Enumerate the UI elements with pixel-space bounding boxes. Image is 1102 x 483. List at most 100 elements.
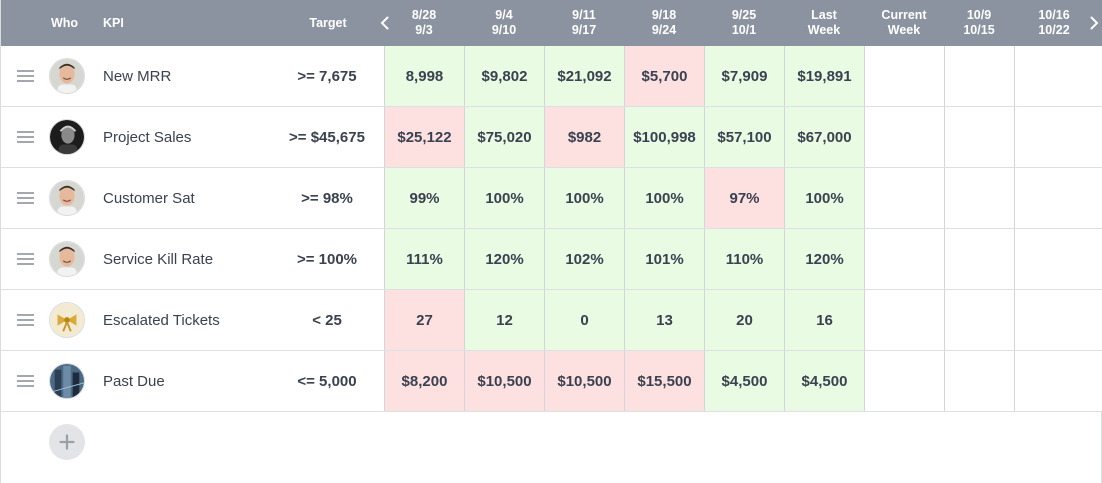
drag-handle-icon	[16, 314, 34, 326]
add-kpi-button[interactable]	[49, 424, 85, 460]
kpi-target[interactable]: <= 5,000	[297, 372, 357, 390]
week-value-cell[interactable]: 16	[784, 290, 864, 350]
drag-handle[interactable]	[15, 46, 35, 106]
header-week-5: 9/25 10/1	[731, 8, 757, 37]
week-value-cell[interactable]: $7,909	[704, 46, 784, 106]
kpi-target[interactable]: >= 98%	[301, 189, 353, 207]
week-value-cell[interactable]	[864, 107, 944, 167]
kpi-target[interactable]: >= 7,675	[297, 67, 357, 85]
week-value-cell[interactable]	[944, 107, 1014, 167]
week-value-cell[interactable]: $10,500	[544, 351, 624, 411]
week-value-cell[interactable]	[1014, 107, 1102, 167]
week-value-cell[interactable]: 0	[544, 290, 624, 350]
avatar[interactable]	[49, 302, 85, 338]
header-target: Target	[309, 15, 347, 30]
week-value-cell[interactable]	[1014, 229, 1102, 289]
drag-handle-icon	[16, 70, 34, 82]
week-value-cell[interactable]: $10,500	[464, 351, 544, 411]
drag-handle[interactable]	[15, 107, 35, 167]
prev-weeks-button[interactable]	[375, 0, 393, 46]
week-value-cell[interactable]: 101%	[624, 229, 704, 289]
week-value-cell[interactable]: $4,500	[784, 351, 864, 411]
week-value-cell[interactable]	[1014, 290, 1102, 350]
week-value-cell[interactable]: 97%	[704, 168, 784, 228]
week-value-cell[interactable]	[864, 168, 944, 228]
kpi-target[interactable]: < 25	[312, 311, 342, 329]
header-current-week: Current Week	[881, 8, 927, 37]
week-value-cell[interactable]	[1014, 351, 1102, 411]
week-value-cell[interactable]: $67,000	[784, 107, 864, 167]
kpi-name[interactable]: New MRR	[103, 67, 172, 85]
week-value-cell[interactable]: 13	[624, 290, 704, 350]
header-week-4: 9/18 9/24	[651, 8, 677, 37]
avatar[interactable]	[49, 58, 85, 94]
kpi-row: Customer Sat >= 98% 99% 100% 100% 100% 97% 100%	[1, 168, 1102, 229]
week-value-cell[interactable]	[944, 290, 1014, 350]
week-value-cell[interactable]: 120%	[464, 229, 544, 289]
header-week-2: 9/4 9/10	[491, 8, 517, 37]
week-value-cell[interactable]: 100%	[784, 168, 864, 228]
next-weeks-button[interactable]	[1085, 0, 1102, 46]
week-value-cell[interactable]	[864, 229, 944, 289]
drag-handle-icon	[16, 131, 34, 143]
week-value-cell[interactable]: 111%	[384, 229, 464, 289]
week-value-cell[interactable]	[864, 351, 944, 411]
kpi-name[interactable]: Project Sales	[103, 128, 192, 146]
week-value-cell[interactable]: $100,998	[624, 107, 704, 167]
week-value-cell[interactable]: 99%	[384, 168, 464, 228]
week-value-cell[interactable]: $4,500	[704, 351, 784, 411]
week-value-cell[interactable]: $982	[544, 107, 624, 167]
week-value-cell[interactable]: 20	[704, 290, 784, 350]
drag-handle[interactable]	[15, 229, 35, 289]
week-value-cell[interactable]: 120%	[784, 229, 864, 289]
drag-handle-icon	[16, 375, 34, 387]
header-week-8: 10/9 10/15	[963, 8, 995, 37]
week-value-cell[interactable]	[1014, 46, 1102, 106]
chevron-left-icon	[380, 16, 388, 30]
week-value-cell[interactable]: $25,122	[384, 107, 464, 167]
week-value-cell[interactable]: $57,100	[704, 107, 784, 167]
kpi-name[interactable]: Escalated Tickets	[103, 311, 220, 329]
week-value-cell[interactable]	[944, 46, 1014, 106]
week-value-cell[interactable]	[944, 168, 1014, 228]
kpi-name[interactable]: Service Kill Rate	[103, 250, 214, 268]
week-value-cell[interactable]	[944, 229, 1014, 289]
week-value-cell[interactable]	[1014, 168, 1102, 228]
chevron-right-icon	[1090, 16, 1098, 30]
week-value-cell[interactable]: 100%	[464, 168, 544, 228]
kpi-target[interactable]: >= $45,675	[289, 128, 365, 146]
week-value-cell[interactable]: $8,200	[384, 351, 464, 411]
week-value-cell[interactable]: 12	[464, 290, 544, 350]
week-value-cell[interactable]: 110%	[704, 229, 784, 289]
week-value-cell[interactable]	[944, 351, 1014, 411]
week-value-cell[interactable]: $19,891	[784, 46, 864, 106]
week-value-cell[interactable]: $15,500	[624, 351, 704, 411]
header-week-1: 8/28 9/3	[411, 8, 437, 37]
avatar[interactable]	[49, 363, 85, 399]
week-value-cell[interactable]: $5,700	[624, 46, 704, 106]
drag-handle[interactable]	[15, 168, 35, 228]
header-last-week: Last Week	[807, 8, 841, 37]
kpi-name[interactable]: Customer Sat	[103, 189, 195, 207]
drag-handle[interactable]	[15, 351, 35, 411]
week-value-cell[interactable]	[864, 46, 944, 106]
week-value-cell[interactable]: 100%	[544, 168, 624, 228]
avatar[interactable]	[49, 241, 85, 277]
kpi-name[interactable]: Past Due	[103, 372, 165, 390]
header-kpi: KPI	[103, 15, 124, 30]
avatar[interactable]	[49, 119, 85, 155]
header-week-9: 10/16 10/22	[1038, 8, 1070, 37]
kpi-target[interactable]: >= 100%	[296, 250, 358, 268]
week-value-cell[interactable]: 8,998	[384, 46, 464, 106]
header-week-3: 9/11 9/17	[571, 8, 597, 37]
week-value-cell[interactable]: $9,802	[464, 46, 544, 106]
kpi-row: Service Kill Rate >= 100% 111% 120% 102% 101%…	[1, 229, 1102, 290]
avatar[interactable]	[49, 180, 85, 216]
week-value-cell[interactable]: 102%	[544, 229, 624, 289]
week-value-cell[interactable]: $21,092	[544, 46, 624, 106]
week-value-cell[interactable]: 100%	[624, 168, 704, 228]
week-value-cell[interactable]: 27	[384, 290, 464, 350]
drag-handle[interactable]	[15, 290, 35, 350]
week-value-cell[interactable]	[864, 290, 944, 350]
week-value-cell[interactable]: $75,020	[464, 107, 544, 167]
